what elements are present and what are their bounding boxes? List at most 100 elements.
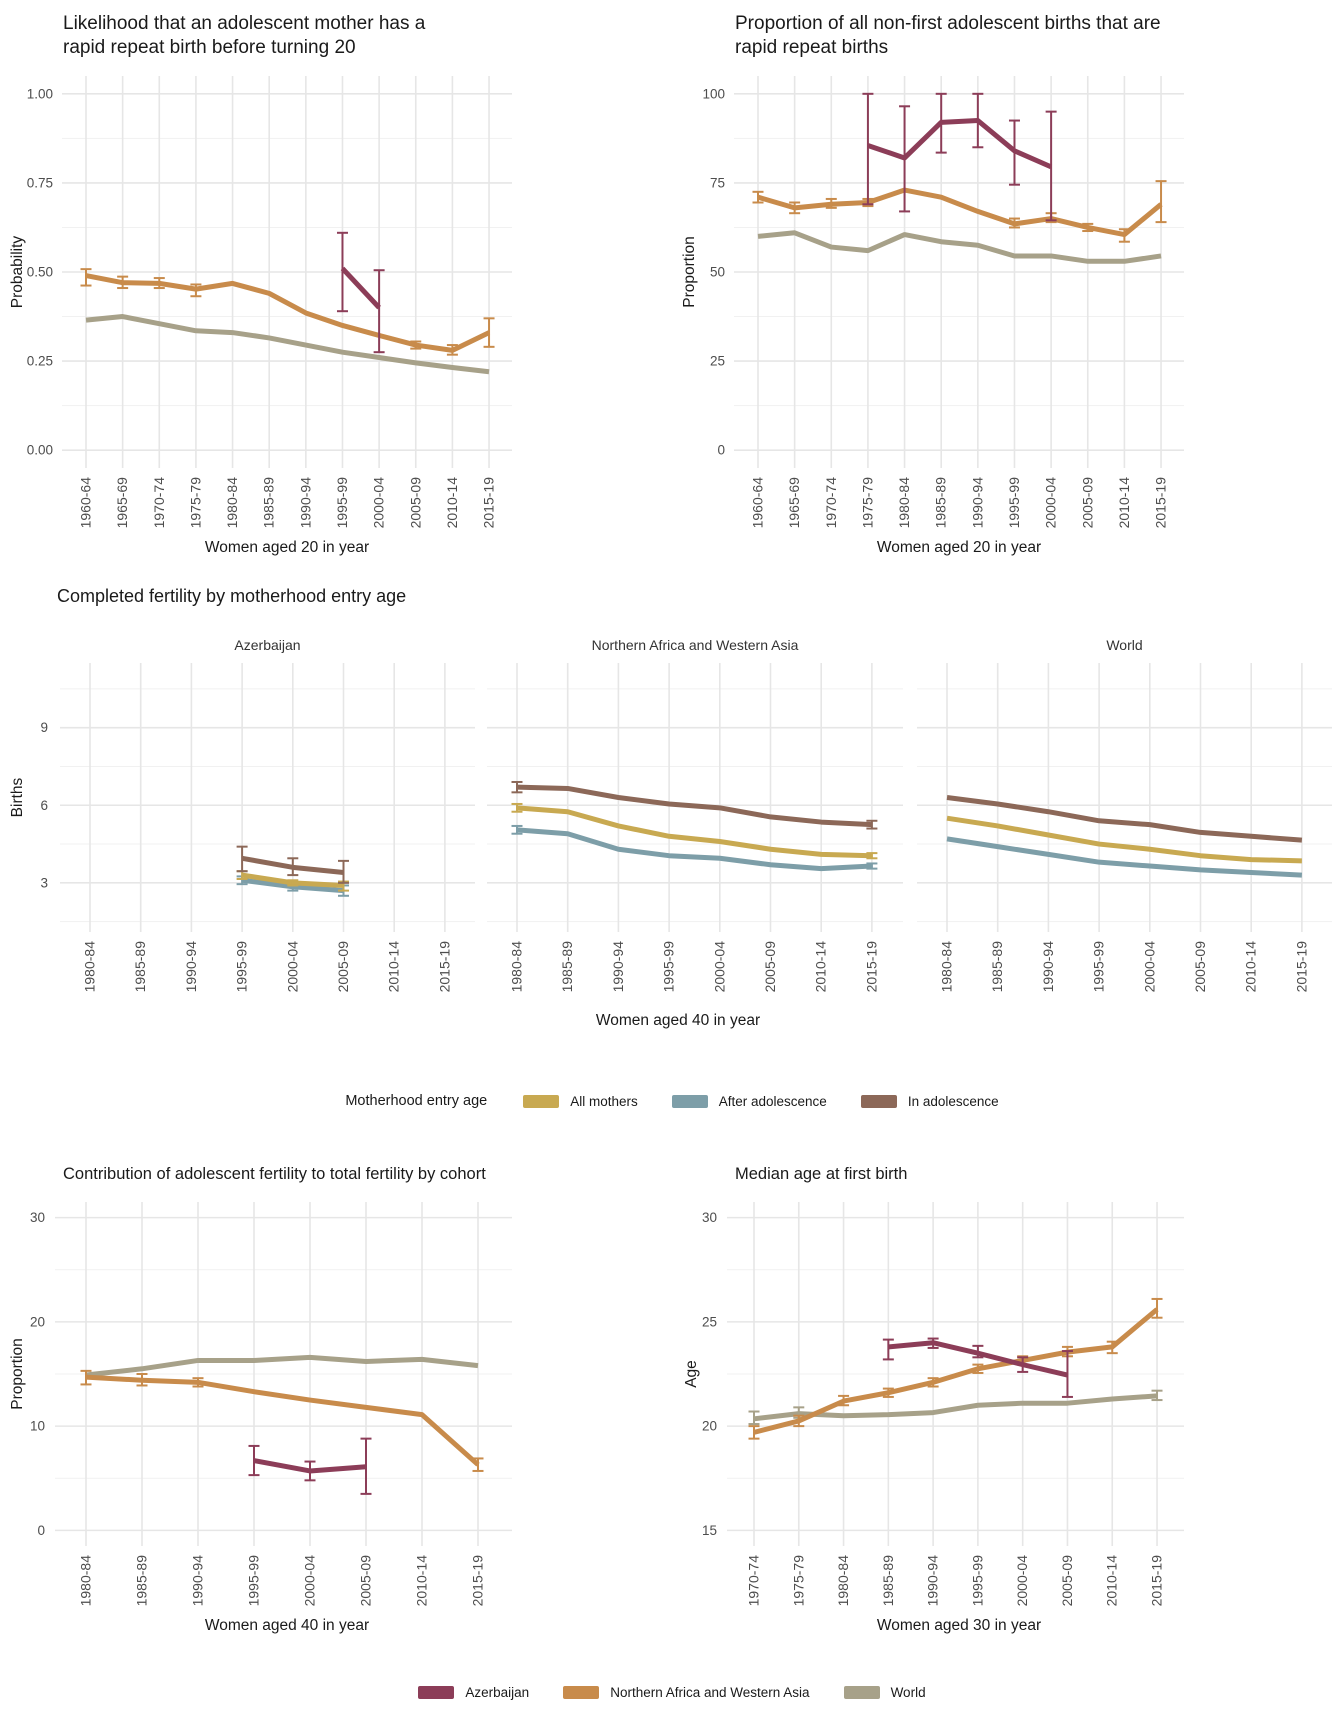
error-bar-azerbaijan (248, 1444, 260, 1477)
x-tick-label: 2000-04 (284, 941, 300, 993)
legend-item-azerbaijan: Azerbaijan (418, 1685, 529, 1700)
x-tick-label: 1970-74 (151, 477, 167, 529)
error-bar-world (748, 1410, 760, 1426)
facet-strip-label: Azerbaijan (234, 637, 300, 653)
error-bar-nawa (882, 1387, 894, 1398)
error-bar-azerbaijan (1008, 119, 1020, 186)
x-tick-label: 2000-04 (1014, 1555, 1030, 1607)
x-axis-title: Women aged 20 in year (877, 539, 1041, 556)
error-bar-nawa (927, 1377, 939, 1388)
x-tick-label: 1985-89 (559, 941, 575, 993)
error-bar-after_adolescence (866, 862, 878, 870)
series-line-world (85, 1354, 479, 1378)
series-after_adolescence (511, 824, 878, 872)
error-bar-nawa (752, 190, 764, 204)
y-axis-title: Proportion (9, 1338, 26, 1410)
x-tick-label: 1980-84 (224, 477, 240, 529)
series-line-azerbaijan (867, 118, 1053, 170)
x-tick-label: 2005-09 (762, 941, 778, 993)
gridlines (55, 1202, 512, 1546)
series-line-all_mothers (946, 815, 1302, 864)
error-bar-nawa (789, 201, 801, 215)
gridlines (734, 76, 1184, 468)
x-tick-label: 1990-94 (190, 1555, 206, 1607)
series-line-nawa (85, 1374, 480, 1467)
x-tick-label: 2005-09 (1079, 477, 1095, 529)
x-tick-label: 1985-89 (261, 477, 277, 529)
legend-swatch-world (843, 1685, 880, 1699)
error-bar-after_adolescence (511, 824, 523, 835)
error-bar-in_adolescence (338, 859, 349, 884)
y-tick-label: 20 (702, 1419, 717, 1434)
chart-rrb-proportion: 1960-64 1965-69 1970-74 1975-79 1980-84 1985-… (681, 76, 1184, 556)
y-tick-label: 6 (40, 798, 48, 813)
y-tick-label: 50 (710, 265, 725, 280)
series-line-nawa (753, 1307, 1159, 1435)
legend-label: World (890, 1684, 926, 1700)
series-world (748, 1389, 1163, 1426)
x-tick-label: 1975-79 (859, 477, 875, 529)
x-tick-label: 2015-19 (436, 941, 452, 993)
legend-item-nawa: Northern Africa and Western Asia (563, 1685, 810, 1700)
legend-label: In adolescence (907, 1093, 999, 1109)
y-tick-label: 20 (30, 1314, 45, 1329)
chart-median-age-first-birth: 1970-74 1975-79 1980-84 1985-89 1990-94 1995-… (683, 1202, 1184, 1634)
error-bar-azerbaijan (862, 92, 874, 206)
error-bar-nawa (192, 1377, 204, 1388)
x-tick-label: 1985-89 (880, 1555, 896, 1607)
series-line-after_adolescence (946, 836, 1303, 878)
plot-panel: 1980-84 1985-89 1990-94 1995-99 2000-04 2005-… (60, 663, 475, 992)
x-tick-label: 2015-19 (481, 477, 497, 529)
series-in_adolescence (236, 845, 349, 884)
x-tick-label: 1980-84 (509, 941, 525, 993)
error-bar-all_mothers (511, 802, 523, 813)
error-bar-world (1151, 1389, 1163, 1402)
error-bar-azerbaijan (882, 1338, 894, 1361)
legend-label: After adolescence (718, 1093, 827, 1109)
error-bar-nawa (80, 1369, 92, 1386)
x-tick-label: 1995-99 (969, 1555, 985, 1607)
x-tick-label: 1990-94 (297, 477, 313, 529)
legend-swatch-azerbaijan (418, 1685, 455, 1699)
x-tick-label: 1990-94 (969, 477, 985, 529)
x-tick-label: 1990-94 (610, 941, 626, 993)
x-tick-label: 2005-09 (1192, 941, 1208, 993)
series-after_adolescence (946, 836, 1303, 878)
error-bar-nawa (1082, 222, 1094, 233)
y-axis-title: Proportion (681, 236, 698, 308)
series-line-world (753, 1393, 1158, 1422)
error-bar-nawa (1118, 228, 1130, 243)
error-bar-all_mothers (866, 852, 878, 860)
y-tick-label: 0 (717, 443, 725, 458)
x-tick-label: 1965-69 (114, 477, 130, 529)
x-tick-label: 1975-79 (187, 477, 203, 529)
x-tick-label: 2000-04 (371, 477, 387, 529)
legend-item-in_adolescence: In adolescence (860, 1093, 999, 1109)
y-axis-title: Births (9, 777, 26, 817)
plot-panel: 1970-74 1975-79 1980-84 1985-89 1990-94 1995-… (727, 1202, 1184, 1606)
x-tick-label: 1990-94 (183, 941, 199, 993)
error-bar-azerbaijan (927, 1337, 939, 1349)
error-bar-nawa (1151, 1297, 1163, 1319)
x-tick-label: 1980-84 (82, 941, 98, 993)
y-tick-label: 30 (702, 1210, 717, 1225)
x-tick-label: 2015-19 (1153, 477, 1169, 529)
series-world (757, 230, 1162, 264)
series-in_adolescence (511, 780, 878, 830)
x-axis-title: Women aged 40 in year (205, 1617, 369, 1634)
x-tick-label: 2000-04 (1043, 477, 1059, 529)
x-tick-label: 2010-14 (1243, 941, 1259, 993)
y-tick-label: 75 (710, 175, 725, 190)
x-tick-label: 1980-84 (835, 1555, 851, 1607)
series-line-after_adolescence (516, 827, 873, 872)
x-tick-label: 2005-09 (358, 1555, 374, 1607)
series-nawa (80, 268, 495, 356)
error-bar-nawa (472, 1457, 484, 1472)
series-nawa (748, 1297, 1163, 1440)
legend-swatch-in_adolescence (860, 1094, 897, 1108)
legend-label: All mothers (570, 1093, 638, 1109)
error-bar-nawa (825, 197, 837, 209)
x-tick-label: 1995-99 (1091, 941, 1107, 993)
y-tick-label: 30 (30, 1210, 45, 1225)
